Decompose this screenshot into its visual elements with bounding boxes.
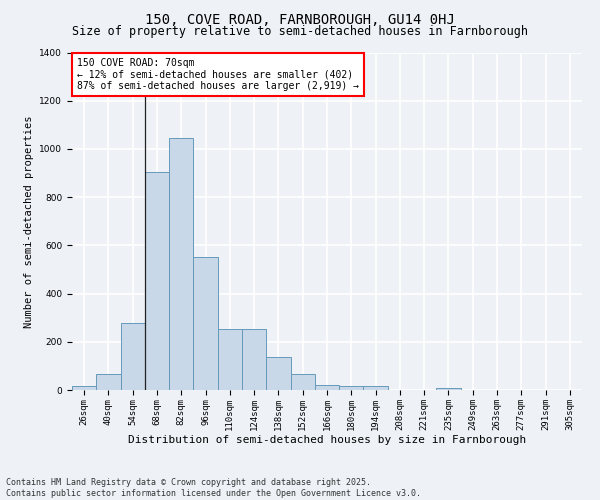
Text: Contains HM Land Registry data © Crown copyright and database right 2025.
Contai: Contains HM Land Registry data © Crown c… bbox=[6, 478, 421, 498]
Bar bbox=[72, 386, 96, 390]
Y-axis label: Number of semi-detached properties: Number of semi-detached properties bbox=[24, 115, 34, 328]
Bar bbox=[339, 386, 364, 390]
Bar bbox=[96, 374, 121, 390]
Bar bbox=[193, 258, 218, 390]
Text: Size of property relative to semi-detached houses in Farnborough: Size of property relative to semi-detach… bbox=[72, 25, 528, 38]
Bar bbox=[121, 322, 145, 390]
Bar bbox=[145, 172, 169, 390]
X-axis label: Distribution of semi-detached houses by size in Farnborough: Distribution of semi-detached houses by … bbox=[128, 436, 526, 446]
Bar bbox=[218, 328, 242, 390]
Bar bbox=[169, 138, 193, 390]
Bar bbox=[242, 328, 266, 390]
Text: 150, COVE ROAD, FARNBOROUGH, GU14 0HJ: 150, COVE ROAD, FARNBOROUGH, GU14 0HJ bbox=[145, 12, 455, 26]
Bar bbox=[266, 358, 290, 390]
Text: 150 COVE ROAD: 70sqm
← 12% of semi-detached houses are smaller (402)
87% of semi: 150 COVE ROAD: 70sqm ← 12% of semi-detac… bbox=[77, 58, 359, 91]
Bar bbox=[315, 385, 339, 390]
Bar bbox=[290, 374, 315, 390]
Bar bbox=[364, 386, 388, 390]
Bar bbox=[436, 388, 461, 390]
